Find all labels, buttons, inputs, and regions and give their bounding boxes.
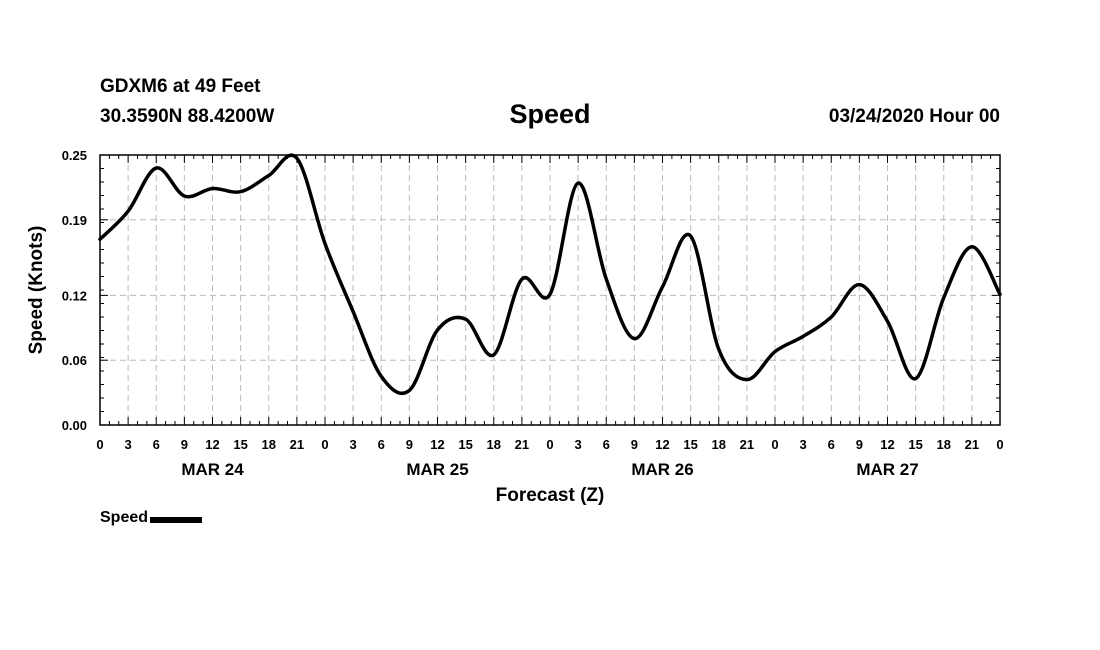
x-tick-label: 18 [487, 437, 501, 452]
axis-ticks [99, 154, 1001, 426]
x-tick-label: 12 [880, 437, 894, 452]
x-tick-label: 6 [378, 437, 385, 452]
x-tick-label: 9 [181, 437, 188, 452]
x-tick-label: 6 [603, 437, 610, 452]
y-tick-label: 0.06 [62, 353, 87, 368]
x-tick-label: 3 [125, 437, 132, 452]
x-day-label: MAR 24 [181, 460, 244, 479]
x-tick-label: 0 [96, 437, 103, 452]
forecast-datetime: 03/24/2020 Hour 00 [828, 106, 1000, 127]
legend: Speed [100, 509, 203, 527]
x-tick-label: 15 [458, 437, 472, 452]
x-tick-label: 0 [771, 437, 778, 452]
y-axis-title: Speed (Knots) [26, 226, 47, 355]
x-tick-label: 0 [996, 437, 1003, 452]
x-tick-label: 6 [153, 437, 160, 452]
x-tick-label: 12 [205, 437, 219, 452]
x-tick-label: 9 [856, 437, 863, 452]
x-tick-label: 0 [546, 437, 553, 452]
x-tick-label: 12 [430, 437, 444, 452]
series-layer [98, 153, 1002, 396]
y-tick-label: 0.25 [62, 148, 87, 163]
y-tick-label: 0.00 [62, 418, 87, 433]
x-tick-label: 21 [740, 437, 754, 452]
x-tick-label: 0 [321, 437, 328, 452]
x-day-label: MAR 25 [406, 460, 468, 479]
legend-swatch [150, 517, 203, 523]
chart-title: Speed [509, 99, 591, 129]
x-tick-label: 21 [515, 437, 529, 452]
x-tick-label: 9 [406, 437, 413, 452]
y-tick-label: 0.12 [62, 288, 87, 303]
grid-lines [100, 155, 1000, 425]
x-tick-label: 6 [828, 437, 835, 452]
x-tick-label: 15 [908, 437, 922, 452]
y-tick-label: 0.19 [62, 213, 87, 228]
x-tick-label: 3 [800, 437, 807, 452]
x-tick-label: 3 [575, 437, 582, 452]
x-tick-label: 15 [683, 437, 697, 452]
x-tick-label: 21 [965, 437, 979, 452]
legend-label: Speed [100, 509, 149, 526]
axis-labels: 0 3 6 9 12 15 18 21 0 3 6 9 12 15 18 21 0 3 6 9 12 15 18 21 0 3 6 9… [62, 148, 1004, 479]
x-tick-label: 3 [350, 437, 357, 452]
x-tick-label: 21 [290, 437, 304, 452]
x-tick-label: 18 [262, 437, 276, 452]
x-tick-label: 15 [233, 437, 247, 452]
x-axis-title: Forecast (Z) [496, 485, 605, 506]
x-tick-label: 18 [712, 437, 726, 452]
x-tick-label: 18 [937, 437, 951, 452]
x-day-label: MAR 27 [856, 460, 918, 479]
x-tick-label: 12 [655, 437, 669, 452]
station-coordinates: 30.3590N 88.4200W [100, 106, 275, 127]
x-tick-label: 9 [631, 437, 638, 452]
speed-series-line [98, 153, 1002, 396]
station-name: GDXM6 at 49 Feet [100, 76, 261, 97]
x-day-label: MAR 26 [631, 460, 693, 479]
